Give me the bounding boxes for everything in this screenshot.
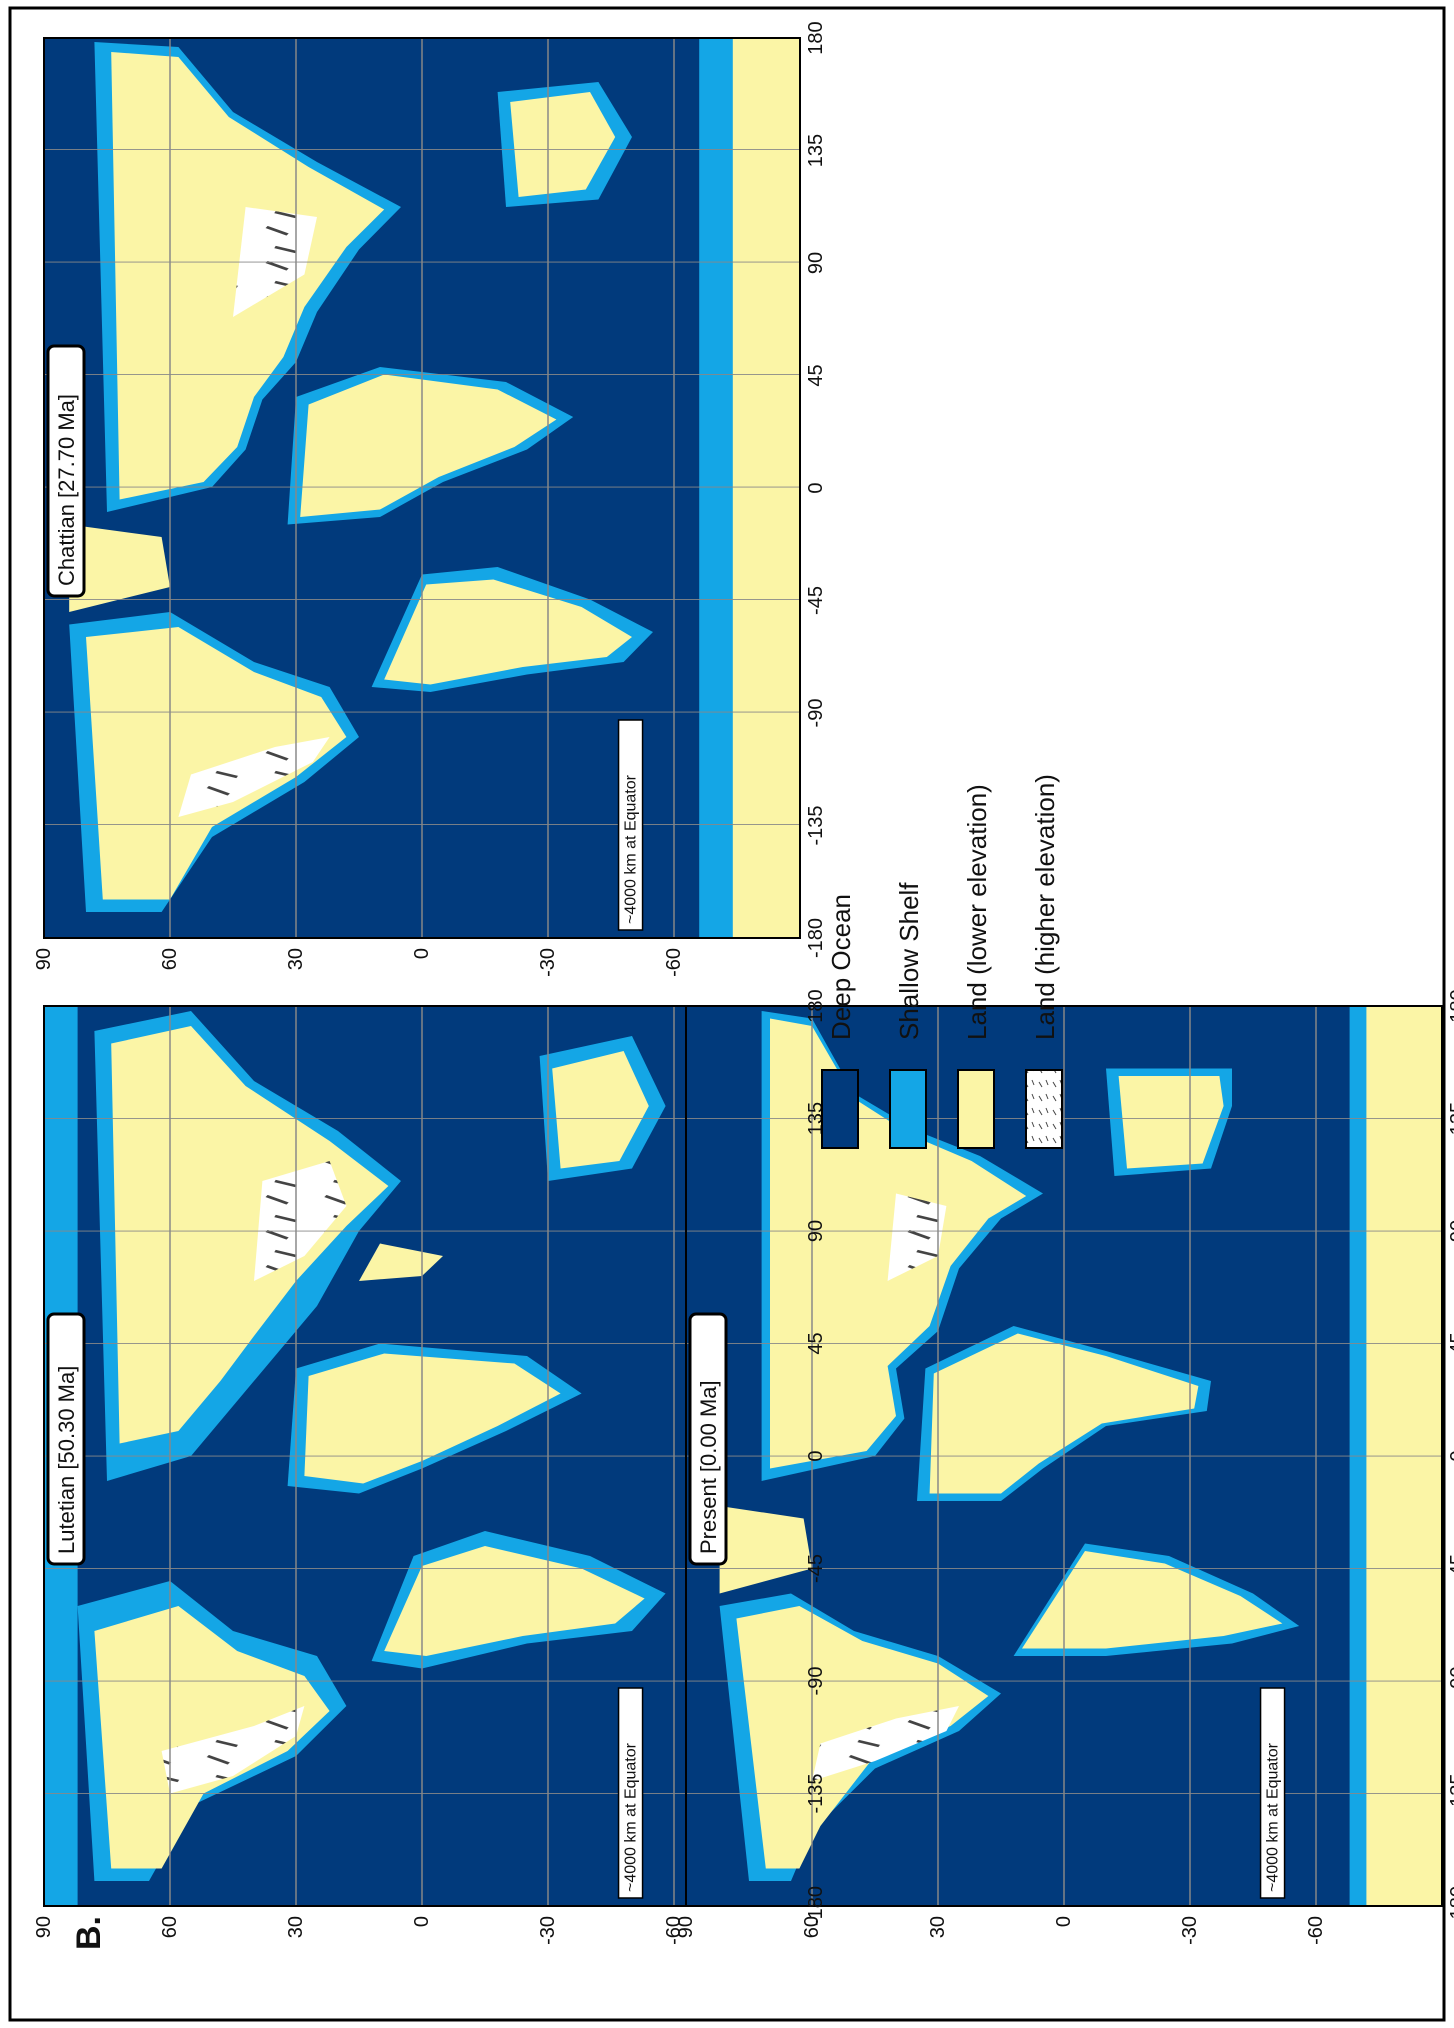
land-high-region xyxy=(178,737,330,817)
land-region xyxy=(86,627,347,900)
land-region xyxy=(300,374,557,517)
map-labels: -180 -135 -90 -45 0 45 90 135 180 90 60 30 0 -30 -60 Lu… xyxy=(33,21,1454,1945)
lon-tick-label: -180 xyxy=(805,918,827,958)
lat-tick-label: 0 xyxy=(1053,1916,1075,1927)
lon-tick-label: -45 xyxy=(805,586,827,615)
lat-tick-label: 0 xyxy=(411,948,433,959)
lon-tick-label: 0 xyxy=(1447,1450,1454,1461)
map-frame xyxy=(685,1005,1443,1907)
lat-tick-label: 90 xyxy=(675,1916,697,1938)
lon-tick-label: 45 xyxy=(805,1332,827,1354)
map-title-text: Lutetian [50.30 Ma] xyxy=(54,1366,79,1554)
land-high-region xyxy=(254,1161,347,1281)
scale-note-text: ~4000 km at Equator xyxy=(1265,1742,1282,1892)
scale-note: ~4000 km at Equator xyxy=(617,719,644,931)
graticule xyxy=(44,37,800,937)
lat-tick-label: -60 xyxy=(663,1916,685,1945)
lon-tick-label: 135 xyxy=(1447,1102,1454,1135)
scale-note: ~4000 km at Equator xyxy=(1259,1687,1286,1899)
graticule xyxy=(686,1006,1442,1906)
land-region xyxy=(384,1546,645,1656)
lon-tick-label: -135 xyxy=(1447,1773,1454,1813)
legend-label: Land (higher elevation) xyxy=(1030,774,1060,1040)
lon-tick-label: 90 xyxy=(805,252,827,274)
map-title: Chattian [27.70 Ma] xyxy=(46,344,86,598)
lon-tick-label: 180 xyxy=(805,989,827,1022)
lat-tick-label: 90 xyxy=(33,948,55,970)
lat-tick-label: 30 xyxy=(285,1916,307,1938)
legend: Deep Ocean Shallow Shelf Land (lower eleva… xyxy=(821,774,1063,1149)
map-chattian xyxy=(43,37,801,939)
map-title: Lutetian [50.30 Ma] xyxy=(46,1312,86,1566)
land-high-region xyxy=(812,1706,960,1781)
lon-tick-label: 45 xyxy=(805,364,827,386)
lon-tick-label: -45 xyxy=(1447,1554,1454,1583)
lat-tick-label: 30 xyxy=(927,1916,949,1938)
lon-tick-label: -180 xyxy=(805,1886,827,1926)
lon-tick-label: 90 xyxy=(805,1220,827,1242)
legend-label: Land (lower elevation) xyxy=(962,784,992,1040)
land-region xyxy=(304,1353,561,1484)
lon-tick-label: 135 xyxy=(805,134,827,167)
lat-tick-label: 60 xyxy=(159,948,181,970)
land-region xyxy=(1022,1551,1283,1649)
legend-swatch xyxy=(1025,1069,1063,1149)
lon-tick-label: 180 xyxy=(805,21,827,54)
lat-tick-label: -60 xyxy=(663,948,685,977)
lat-tick-label: -60 xyxy=(1305,1916,1327,1945)
land-region xyxy=(111,1026,389,1444)
legend-label: Shallow Shelf xyxy=(894,882,924,1040)
lon-tick-label: 0 xyxy=(805,1450,827,1461)
land-region xyxy=(552,1051,649,1169)
land-region xyxy=(384,579,632,685)
land-high-region xyxy=(161,1706,305,1794)
lat-tick-label: 30 xyxy=(285,948,307,970)
legend-label: Deep Ocean xyxy=(826,894,856,1040)
lat-tick-label: -30 xyxy=(537,1916,559,1945)
lon-tick-label: -135 xyxy=(805,1773,827,1813)
scale-note: ~4000 km at Equator xyxy=(617,1687,644,1899)
map-frame xyxy=(43,37,801,939)
lon-tick-label: -135 xyxy=(805,805,827,845)
land-region xyxy=(510,92,616,197)
legend-swatch xyxy=(889,1069,927,1149)
lon-tick-label: 45 xyxy=(1447,1332,1454,1354)
map-title-text: Chattian [27.70 Ma] xyxy=(54,394,79,586)
legend-swatch xyxy=(957,1069,995,1149)
lon-tick-label: -90 xyxy=(805,1667,827,1696)
legend-swatch xyxy=(821,1069,859,1149)
lon-tick-label: 90 xyxy=(1447,1220,1454,1242)
lat-tick-label: 60 xyxy=(159,1916,181,1938)
scale-note-text: ~4000 km at Equator xyxy=(623,774,640,924)
map-present xyxy=(685,1005,1443,1907)
lon-tick-label: 180 xyxy=(1447,989,1454,1022)
outer-frame xyxy=(8,6,1446,2022)
lon-tick-label: -90 xyxy=(805,699,827,728)
lon-tick-label: -45 xyxy=(805,1554,827,1583)
land-region xyxy=(719,1506,813,1594)
land-region xyxy=(94,1606,330,1869)
map-title: Present [0.00 Ma] xyxy=(688,1312,728,1566)
lon-tick-label: -180 xyxy=(1447,1886,1454,1926)
lon-tick-label: 0 xyxy=(805,482,827,493)
land-region xyxy=(1118,1076,1224,1169)
lat-tick-label: -30 xyxy=(1179,1916,1201,1945)
lat-tick-label: -30 xyxy=(537,948,559,977)
lon-tick-label: -90 xyxy=(1447,1667,1454,1696)
panel-label: B. xyxy=(70,1916,108,1950)
map-title-text: Present [0.00 Ma] xyxy=(696,1380,721,1554)
lat-tick-label: 0 xyxy=(411,1916,433,1927)
land-region xyxy=(69,524,171,612)
lat-tick-label: 60 xyxy=(801,1916,823,1938)
lat-tick-label: 90 xyxy=(33,1916,55,1938)
graticule xyxy=(44,1006,800,1906)
scale-note-text: ~4000 km at Equator xyxy=(623,1742,640,1892)
